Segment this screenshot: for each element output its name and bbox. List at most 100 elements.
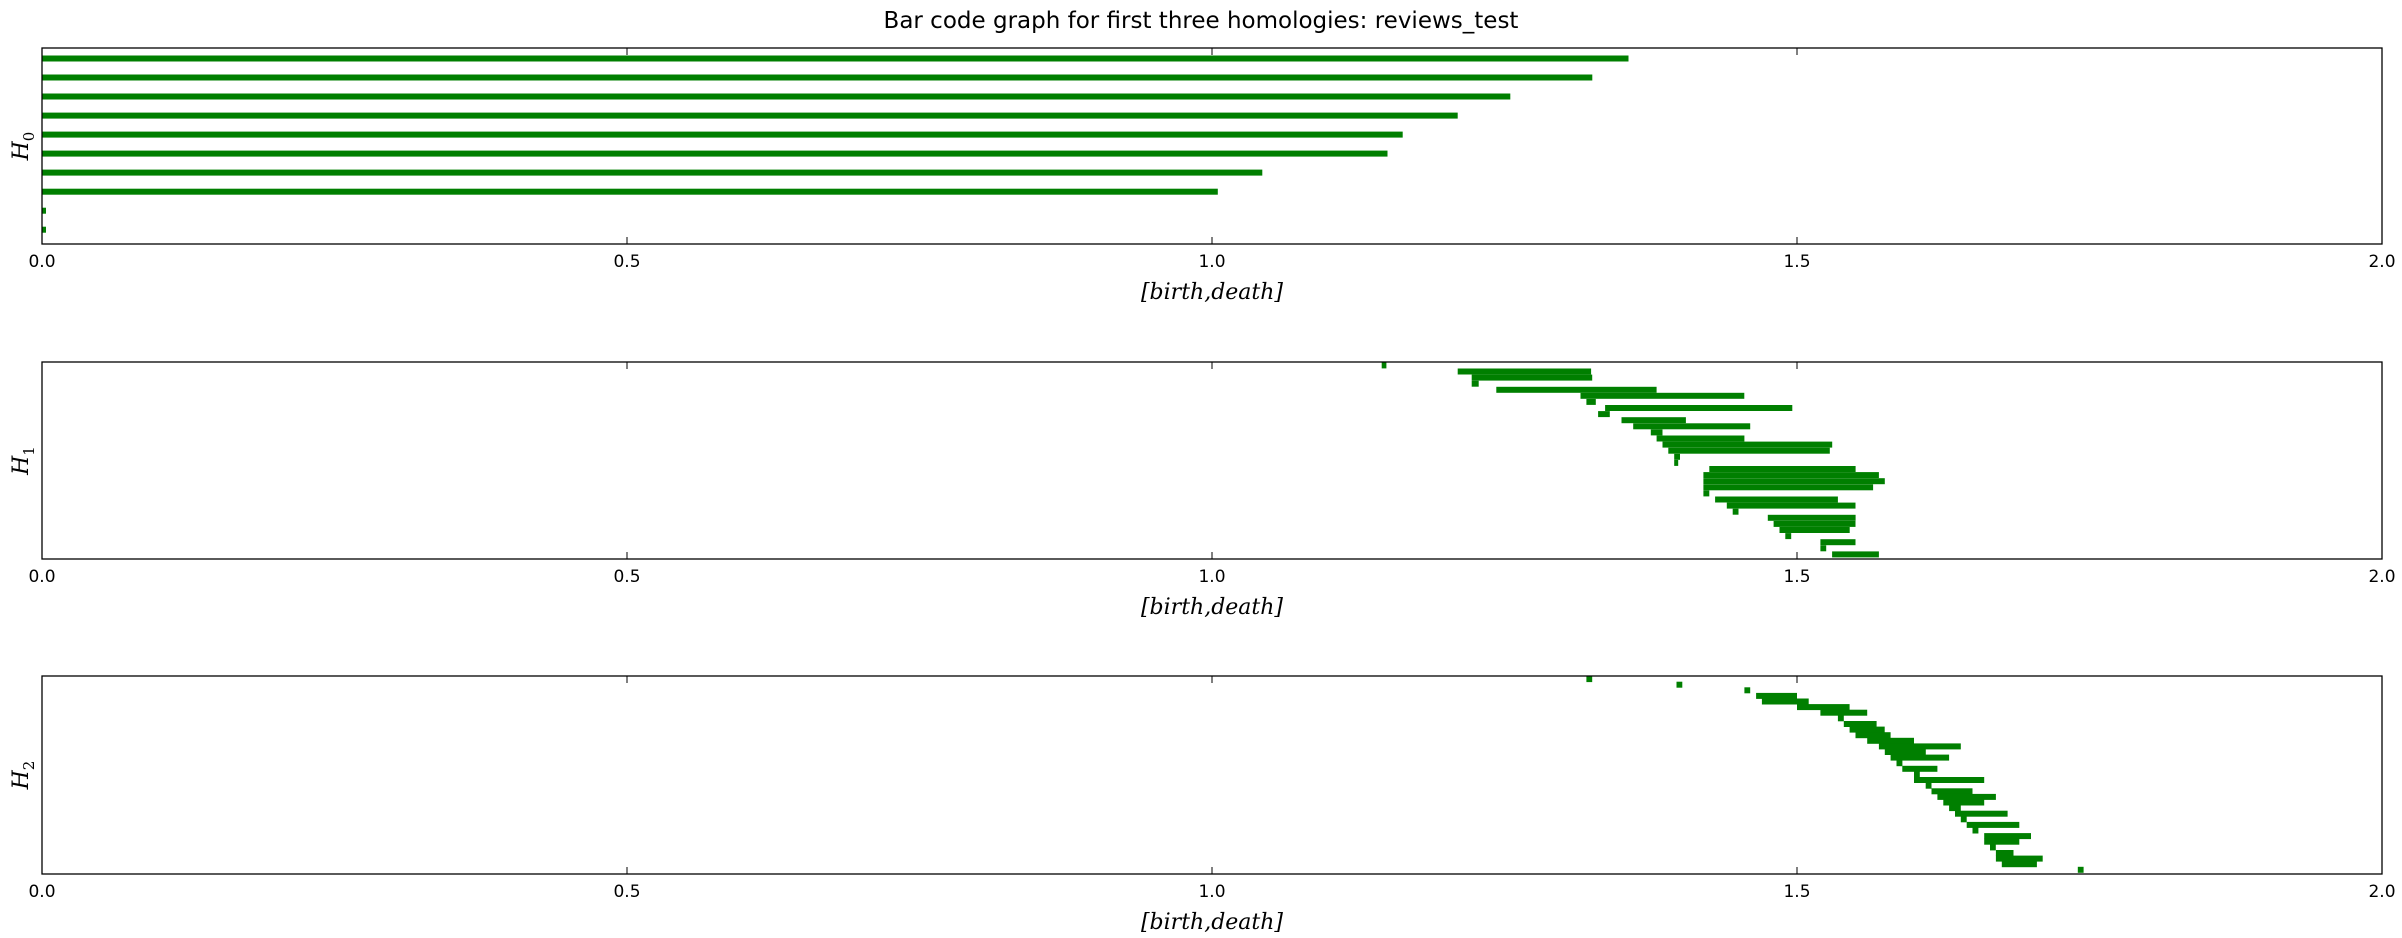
barcode-interval [1761,698,1809,705]
x-tick-label: 0.5 [613,882,640,902]
barcode-interval [1586,676,1593,683]
barcode-interval [1832,551,1879,558]
barcode-interval [1937,793,1996,800]
barcode-interval [1797,704,1850,711]
barcode-interval [1605,405,1793,411]
barcode-interval [1621,417,1686,424]
x-tick-label: 0.0 [28,567,55,587]
axes-frame [41,675,2383,875]
x-tick-label: 1.5 [1783,252,1810,272]
x-tick-label: 0.5 [613,567,640,587]
x-tick-label: 0.0 [28,252,55,272]
barcode-interval [1732,508,1739,515]
barcode-interval [42,207,46,214]
barcode-interval [1580,392,1745,399]
barcode-interval [1656,435,1745,442]
x-tick-label: 0.0 [28,882,55,902]
barcode-interval [1855,732,1891,739]
barcode-panel-h1: 0.0 0.5 1.0 1.5 2.0 [birth,death] H1 [9,361,2396,620]
barcode-interval [42,112,1458,119]
barcode-interval [1966,821,2020,828]
y-axis-label: H2 [9,761,38,791]
barcode-interval [42,169,1263,176]
barcode-interval [1849,726,1885,733]
barcode-interval [1995,850,2014,856]
barcode-interval [1779,527,1850,533]
barcode-interval [1925,782,1932,789]
barcode-interval [1662,441,1833,448]
x-axis-label: [birth,death] [1141,910,1283,935]
y-axis-label: H0 [9,132,38,162]
barcode-interval [1884,749,1926,755]
barcode-interval [1709,466,1856,472]
x-axis-label: [birth,death] [1141,280,1283,305]
barcode-interval [1676,681,1683,688]
barcode-panel-h0: 0.0 0.5 1.0 1.5 2.0 [birth,death] H0 [9,47,2396,305]
barcode-interval [1949,805,1961,812]
barcode-interval [1785,533,1792,540]
barcode-interval [1756,692,1797,699]
barcode-interval [1457,368,1592,375]
barcode-interval [1744,687,1751,694]
barcode-interval [42,150,1388,157]
figure-title: Bar code graph for first three homologie… [884,8,1519,34]
barcode-interval [1773,520,1856,527]
barcode-interval [1990,844,1996,851]
barcode-interval [2077,866,2084,873]
barcode-interval [1703,490,1710,497]
x-tick-label: 2.0 [2368,882,2395,902]
barcode-interval [1703,478,1885,485]
barcode-panel-h2: 0.0 0.5 1.0 1.5 2.0 [birth,death] H2 [9,675,2396,935]
x-axis-label: [birth,death] [1141,595,1283,620]
barcode-interval [42,131,1403,138]
barcode-interval [1837,715,1844,722]
barcode-interval [1820,545,1827,552]
x-tick-label: 1.5 [1783,567,1810,587]
barcode-interval [1914,771,1920,778]
barcode-interval [2001,861,2037,868]
barcode-interval [1381,362,1387,369]
barcode-interval [1984,838,2020,845]
barcode-interval [1650,429,1663,436]
barcode-interval [1943,799,1985,806]
barcode-interval [42,226,46,233]
barcode-interval [42,74,1593,81]
barcode-interval [1878,743,1961,750]
barcode-interval [1984,833,2031,840]
barcode-interval [1598,411,1610,418]
barcode-interval [1914,777,1985,783]
barcode-interval [1890,754,1950,761]
barcode-interval [1726,502,1856,509]
barcode-interval [1820,539,1856,546]
barcode-interval [1820,709,1868,716]
barcode-interval [1767,514,1856,521]
barcode-interval [1995,855,2043,862]
barcode-interval [42,55,1629,62]
barcode-interval [1902,765,1938,772]
barcode-interval [1960,816,1967,823]
x-tick-label: 1.5 [1783,882,1810,902]
barcode-interval [1896,760,1903,767]
barcode-interval [1715,496,1838,503]
barcode-interval [1955,810,2008,817]
x-tick-label: 2.0 [2368,252,2395,272]
barcode-interval [1633,423,1751,430]
barcode-interval [1674,459,1679,466]
x-tick-label: 1.0 [1198,567,1225,587]
barcode-interval [1972,827,1979,834]
barcode-interval [1586,398,1596,405]
barcode-interval [1703,484,1874,491]
barcode-interval [42,93,1511,100]
y-axis-label: H1 [9,446,38,476]
barcode-interval [1471,374,1593,381]
x-tick-label: 0.5 [613,252,640,272]
barcode-interval [1867,737,1914,744]
barcode-interval [1496,386,1657,393]
barcode-interval [1674,453,1680,460]
x-tick-label: 1.0 [1198,252,1225,272]
barcode-interval [1668,447,1830,454]
x-tick-label: 2.0 [2368,567,2395,587]
x-tick-label: 1.0 [1198,882,1225,902]
axes-frame [41,361,2383,560]
